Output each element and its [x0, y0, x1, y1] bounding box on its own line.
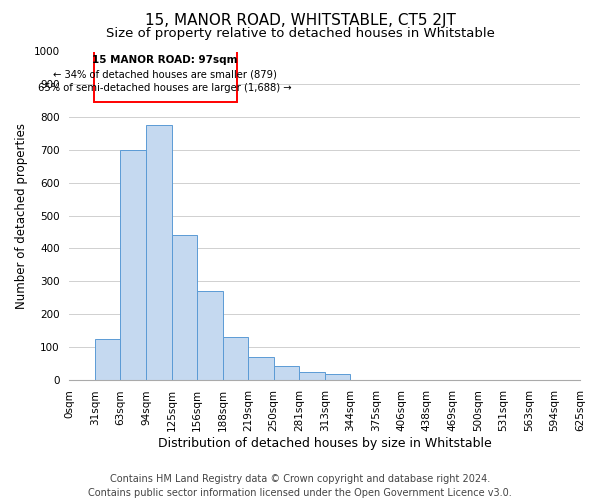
Bar [146, 126, 172, 380]
X-axis label: Distribution of detached houses by size in Whitstable: Distribution of detached houses by size … [158, 437, 491, 450]
Bar [223, 337, 248, 380]
Bar [248, 358, 274, 380]
Text: 15 MANOR ROAD: 97sqm: 15 MANOR ROAD: 97sqm [92, 54, 238, 64]
Bar [299, 372, 325, 380]
Bar [274, 366, 299, 380]
Bar [121, 150, 146, 380]
Text: Size of property relative to detached houses in Whitstable: Size of property relative to detached ho… [106, 28, 494, 40]
Bar [197, 291, 223, 380]
Bar [95, 338, 121, 380]
Text: Contains HM Land Registry data © Crown copyright and database right 2024.
Contai: Contains HM Land Registry data © Crown c… [88, 474, 512, 498]
Bar [172, 235, 197, 380]
Y-axis label: Number of detached properties: Number of detached properties [15, 122, 28, 308]
Text: 15, MANOR ROAD, WHITSTABLE, CT5 2JT: 15, MANOR ROAD, WHITSTABLE, CT5 2JT [145, 12, 455, 28]
Text: ← 34% of detached houses are smaller (879): ← 34% of detached houses are smaller (87… [53, 70, 277, 80]
Text: 65% of semi-detached houses are larger (1,688) →: 65% of semi-detached houses are larger (… [38, 82, 292, 92]
Bar [325, 374, 350, 380]
FancyBboxPatch shape [94, 48, 236, 102]
